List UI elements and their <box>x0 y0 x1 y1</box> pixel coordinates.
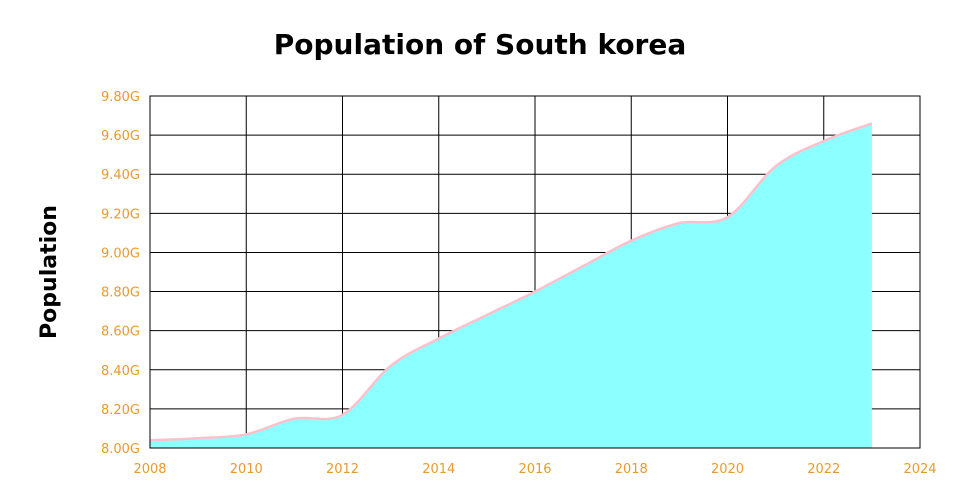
x-tick-label: 2018 <box>615 462 648 477</box>
y-tick-label: 8.00G <box>101 442 140 457</box>
x-tick-label: 2012 <box>326 462 359 477</box>
y-tick-label: 8.20G <box>101 403 140 418</box>
y-tick-label: 9.00G <box>101 246 140 261</box>
x-tick-label: 2014 <box>422 462 455 477</box>
area-layer <box>149 122 873 449</box>
x-tick-label: 2020 <box>711 462 744 477</box>
plot-frame <box>149 95 921 449</box>
x-tick-label: 2024 <box>903 462 936 477</box>
population-area <box>150 123 872 449</box>
plot-border <box>149 95 921 449</box>
y-tick-label: 9.40G <box>101 168 140 183</box>
y-tick-label: 9.80G <box>101 90 140 105</box>
chart-title: Population of South korea <box>274 28 687 61</box>
y-tick-label: 8.80G <box>101 286 140 301</box>
x-tick-label: 2022 <box>807 462 840 477</box>
y-axis-label: Population <box>37 205 62 339</box>
y-tick-label: 9.20G <box>101 207 140 222</box>
x-tick-label: 2010 <box>230 462 263 477</box>
x-tick-labels: 2008 2010 2012 2014 2016 2018 2020 2022 2024 <box>133 462 936 477</box>
x-tick-label: 2008 <box>133 462 166 477</box>
x-tick-label: 2016 <box>518 462 551 477</box>
population-line <box>149 122 873 442</box>
y-tick-label: 8.40G <box>101 364 140 379</box>
y-tick-labels: 8.00G 8.20G 8.40G 8.60G 8.80G 9.00G 9.20G 9.40G… <box>101 90 140 457</box>
y-tick-label: 9.60G <box>101 129 140 144</box>
y-tick-label: 8.60G <box>101 325 140 340</box>
